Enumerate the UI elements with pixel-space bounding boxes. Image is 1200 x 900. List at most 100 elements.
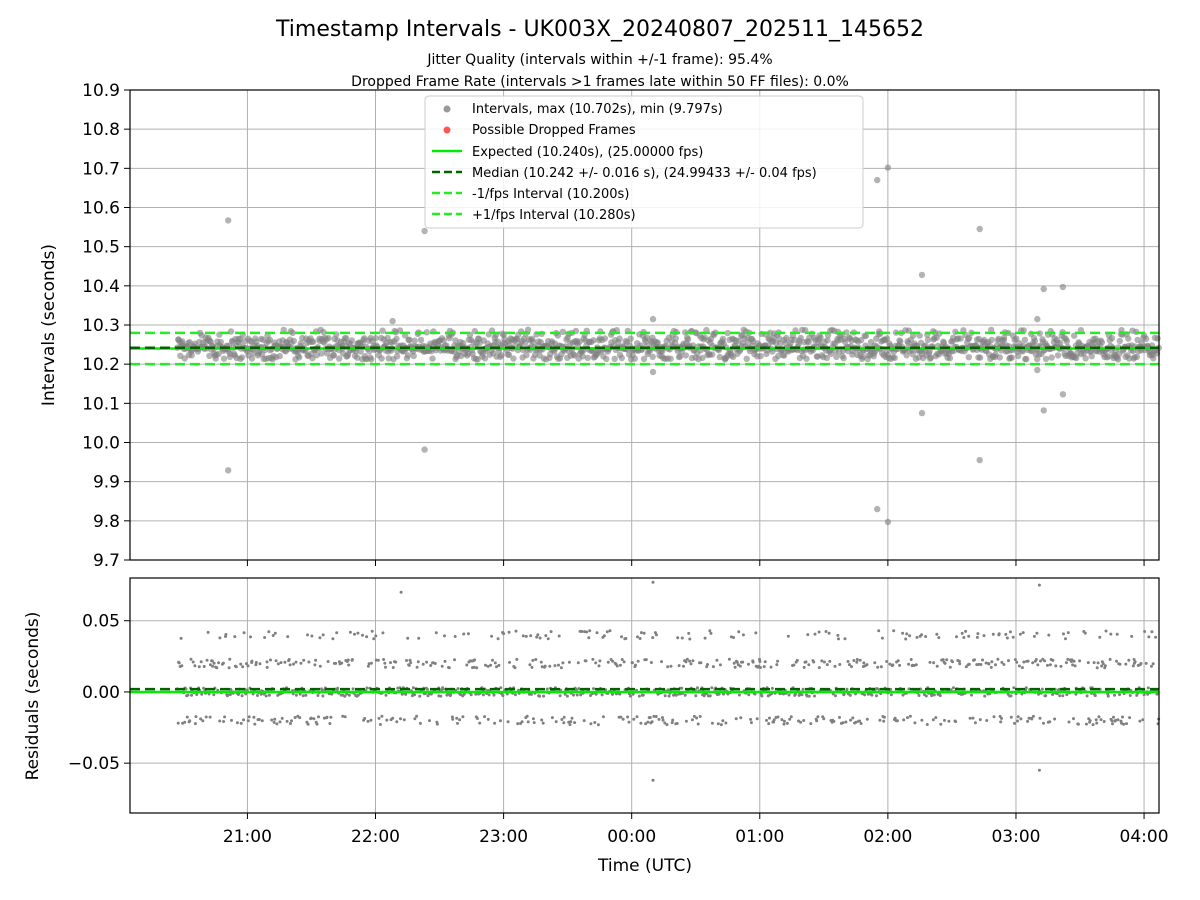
interval-point xyxy=(548,664,552,668)
interval-point xyxy=(703,636,707,640)
interval-point xyxy=(278,720,282,724)
interval-point xyxy=(631,355,638,362)
interval-point xyxy=(898,663,902,667)
residuals-plot-frame xyxy=(129,577,1160,814)
residuals-x-ticks: 21:00 22:00 23:00 00:00 01:00 02:00 03:00 04:00 xyxy=(223,813,1169,847)
interval-point xyxy=(649,661,653,664)
interval-point xyxy=(1066,631,1070,635)
interval-point xyxy=(272,720,276,724)
interval-point xyxy=(409,661,413,665)
interval-point xyxy=(889,693,893,697)
interval-point xyxy=(229,688,233,691)
interval-point xyxy=(590,337,597,344)
interval-point xyxy=(968,716,972,720)
interval-point xyxy=(267,630,271,634)
interval-point xyxy=(208,715,212,719)
interval-point xyxy=(636,659,640,663)
interval-point xyxy=(735,660,739,664)
interval-point xyxy=(639,631,643,635)
interval-point xyxy=(1116,718,1120,722)
interval-point xyxy=(478,721,482,725)
interval-point xyxy=(661,718,665,722)
interval-point xyxy=(1128,716,1132,720)
interval-point xyxy=(1100,664,1104,668)
interval-point xyxy=(708,629,712,633)
interval-point xyxy=(1143,630,1147,633)
interval-point xyxy=(1047,633,1051,637)
interval-point xyxy=(1071,663,1075,667)
y-tick-label: 10.1 xyxy=(82,394,120,414)
interval-point xyxy=(290,719,293,723)
interval-point xyxy=(545,687,549,691)
interval-point xyxy=(941,658,945,662)
interval-point xyxy=(897,338,904,345)
interval-point xyxy=(600,693,604,697)
interval-point xyxy=(608,629,612,633)
interval-point xyxy=(757,352,764,360)
interval-point xyxy=(593,721,597,724)
interval-point xyxy=(739,716,743,720)
interval-point xyxy=(787,693,791,697)
interval-point xyxy=(453,658,456,662)
interval-point xyxy=(226,693,230,697)
outlier-point xyxy=(976,456,983,464)
interval-point xyxy=(671,718,675,722)
interval-point xyxy=(605,630,609,634)
interval-point xyxy=(1141,718,1145,722)
interval-point xyxy=(667,694,671,698)
interval-point xyxy=(732,636,735,639)
interval-point xyxy=(851,716,855,720)
interval-point xyxy=(469,693,473,697)
interval-point xyxy=(675,722,679,725)
interval-point xyxy=(990,660,994,664)
interval-point xyxy=(194,715,198,719)
interval-point xyxy=(368,356,375,363)
interval-point xyxy=(727,657,731,661)
interval-point xyxy=(809,722,813,726)
interval-point xyxy=(554,720,558,724)
interval-point xyxy=(1144,661,1148,665)
interval-point xyxy=(637,694,641,698)
interval-point xyxy=(758,660,762,663)
interval-point xyxy=(1122,722,1126,726)
interval-point xyxy=(768,716,771,720)
interval-point xyxy=(880,636,884,640)
interval-point xyxy=(667,355,674,362)
interval-point xyxy=(1023,355,1030,363)
interval-point xyxy=(976,354,984,361)
interval-point xyxy=(205,658,209,662)
interval-point xyxy=(801,687,805,691)
interval-point xyxy=(524,326,532,333)
interval-point xyxy=(341,714,345,718)
interval-point xyxy=(218,719,222,723)
interval-point xyxy=(312,717,316,721)
interval-point xyxy=(1048,354,1055,361)
interval-point xyxy=(800,693,804,697)
legend-marker-intervals xyxy=(443,105,451,113)
interval-point xyxy=(290,337,297,345)
interval-point xyxy=(440,664,444,668)
interval-point xyxy=(576,661,580,665)
interval-point xyxy=(573,721,577,725)
interval-point xyxy=(776,659,780,663)
interval-point xyxy=(462,692,466,696)
interval-point xyxy=(1094,718,1098,722)
interval-point xyxy=(415,665,419,669)
interval-point xyxy=(741,633,745,637)
interval-point xyxy=(680,636,684,640)
interval-point xyxy=(570,716,574,720)
interval-point xyxy=(909,658,913,661)
interval-point xyxy=(449,692,453,696)
interval-point xyxy=(543,664,547,668)
interval-point xyxy=(782,692,785,696)
interval-point xyxy=(356,693,360,697)
interval-point xyxy=(1016,719,1019,723)
interval-point xyxy=(474,356,481,363)
interval-point xyxy=(367,662,371,666)
interval-point xyxy=(1127,658,1131,662)
interval-point xyxy=(569,720,573,724)
intervals-reference-lines xyxy=(130,331,1159,366)
interval-point xyxy=(1057,687,1061,691)
interval-point xyxy=(302,658,306,662)
interval-point xyxy=(323,350,331,357)
